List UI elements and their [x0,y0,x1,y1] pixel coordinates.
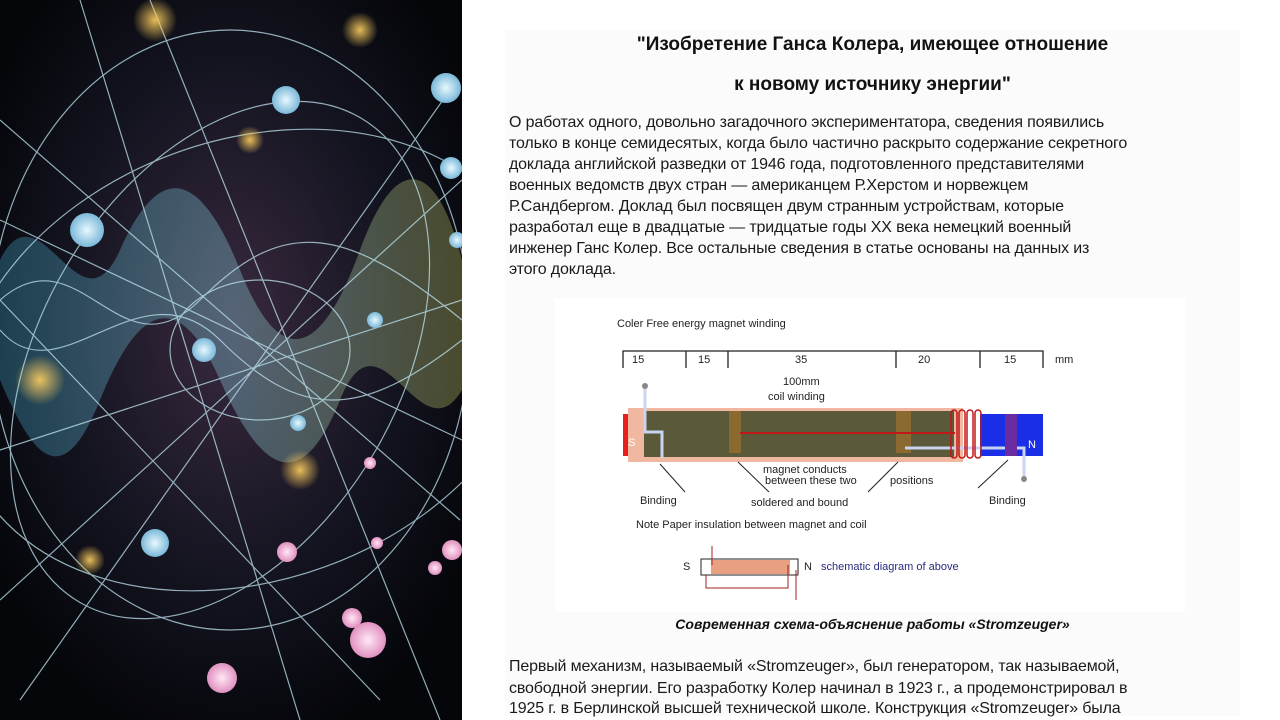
figure-caption: Современная схема-объяснение работы «Str… [675,616,1070,632]
terminal [642,383,648,389]
paragraph-line: свободной энергии. Его разработку Колер … [509,680,1128,697]
scale-unit: mm [1055,354,1073,366]
paragraph-line: О работах одного, довольно загадочного э… [509,114,1105,131]
pointer-arrows [659,459,1009,493]
coil-loops [950,409,982,459]
lead-wire [643,388,664,458]
scale-segment: 20 [918,354,930,366]
schematic-s: S [683,561,690,573]
document-title-line-1: "Изобретение Ганса Колера, имеющее отнош… [636,34,1109,55]
coler-magnet-winding-diagram: Coler Free energy magnet winding 15 15 3… [555,298,1185,612]
cosmic-network-image [0,0,462,720]
conducts-label: magnet conducts [763,464,847,476]
paragraph-line: Р.Сандбергом. Доклад был посвящен двум с… [509,198,1064,215]
scale-segment: 15 [632,354,644,366]
document-title-line-2: к новому источнику энергии" [734,74,1011,95]
positions-label: positions [890,475,934,487]
pole-s-label: S [628,437,635,449]
scale-segment: 15 [1004,354,1016,366]
schematic-label: schematic diagram of above [821,561,959,573]
conducts-label: between these two [765,475,857,487]
coil-label: 100mm [783,376,820,388]
binding-band [1005,414,1017,456]
scale-ruler [622,350,1044,368]
schematic-n: N [804,561,812,573]
solder-point [729,411,741,453]
binding-left-label: Binding [640,495,677,507]
lead-wire [1020,446,1026,478]
paragraph-line: этого доклада. [509,261,616,278]
paragraph-line: только в конце семидесятых, когда было ч… [509,135,1128,152]
note-label: Note Paper insulation between magnet and… [636,519,867,531]
paragraph-line: 1925 г. в Берлинской высшей технической … [509,700,1121,717]
pole-n-label: N [1028,439,1036,451]
paragraph-line: разработал еще в двадцатые — тридцатые г… [509,219,1072,236]
binding-right-label: Binding [989,495,1026,507]
coil-label: coil winding [768,391,825,403]
paragraph-line: доклада английской разведки от 1946 года… [509,156,1085,173]
scale-segment: 15 [698,354,710,366]
paragraph-line: инженер Ганс Колер. Все остальные сведен… [509,240,1090,257]
schematic-wires [705,546,797,600]
scale-segment: 35 [795,354,807,366]
paragraph-line: военных ведомств двух стран — американце… [509,177,1029,194]
figure-title: Coler Free energy magnet winding [617,318,786,330]
terminal [1021,476,1027,482]
schematic-coil [711,560,790,574]
paragraph-line: Первый механизм, называемый «Stromzeuger… [509,658,1120,675]
soldered-label: soldered and bound [751,497,848,509]
